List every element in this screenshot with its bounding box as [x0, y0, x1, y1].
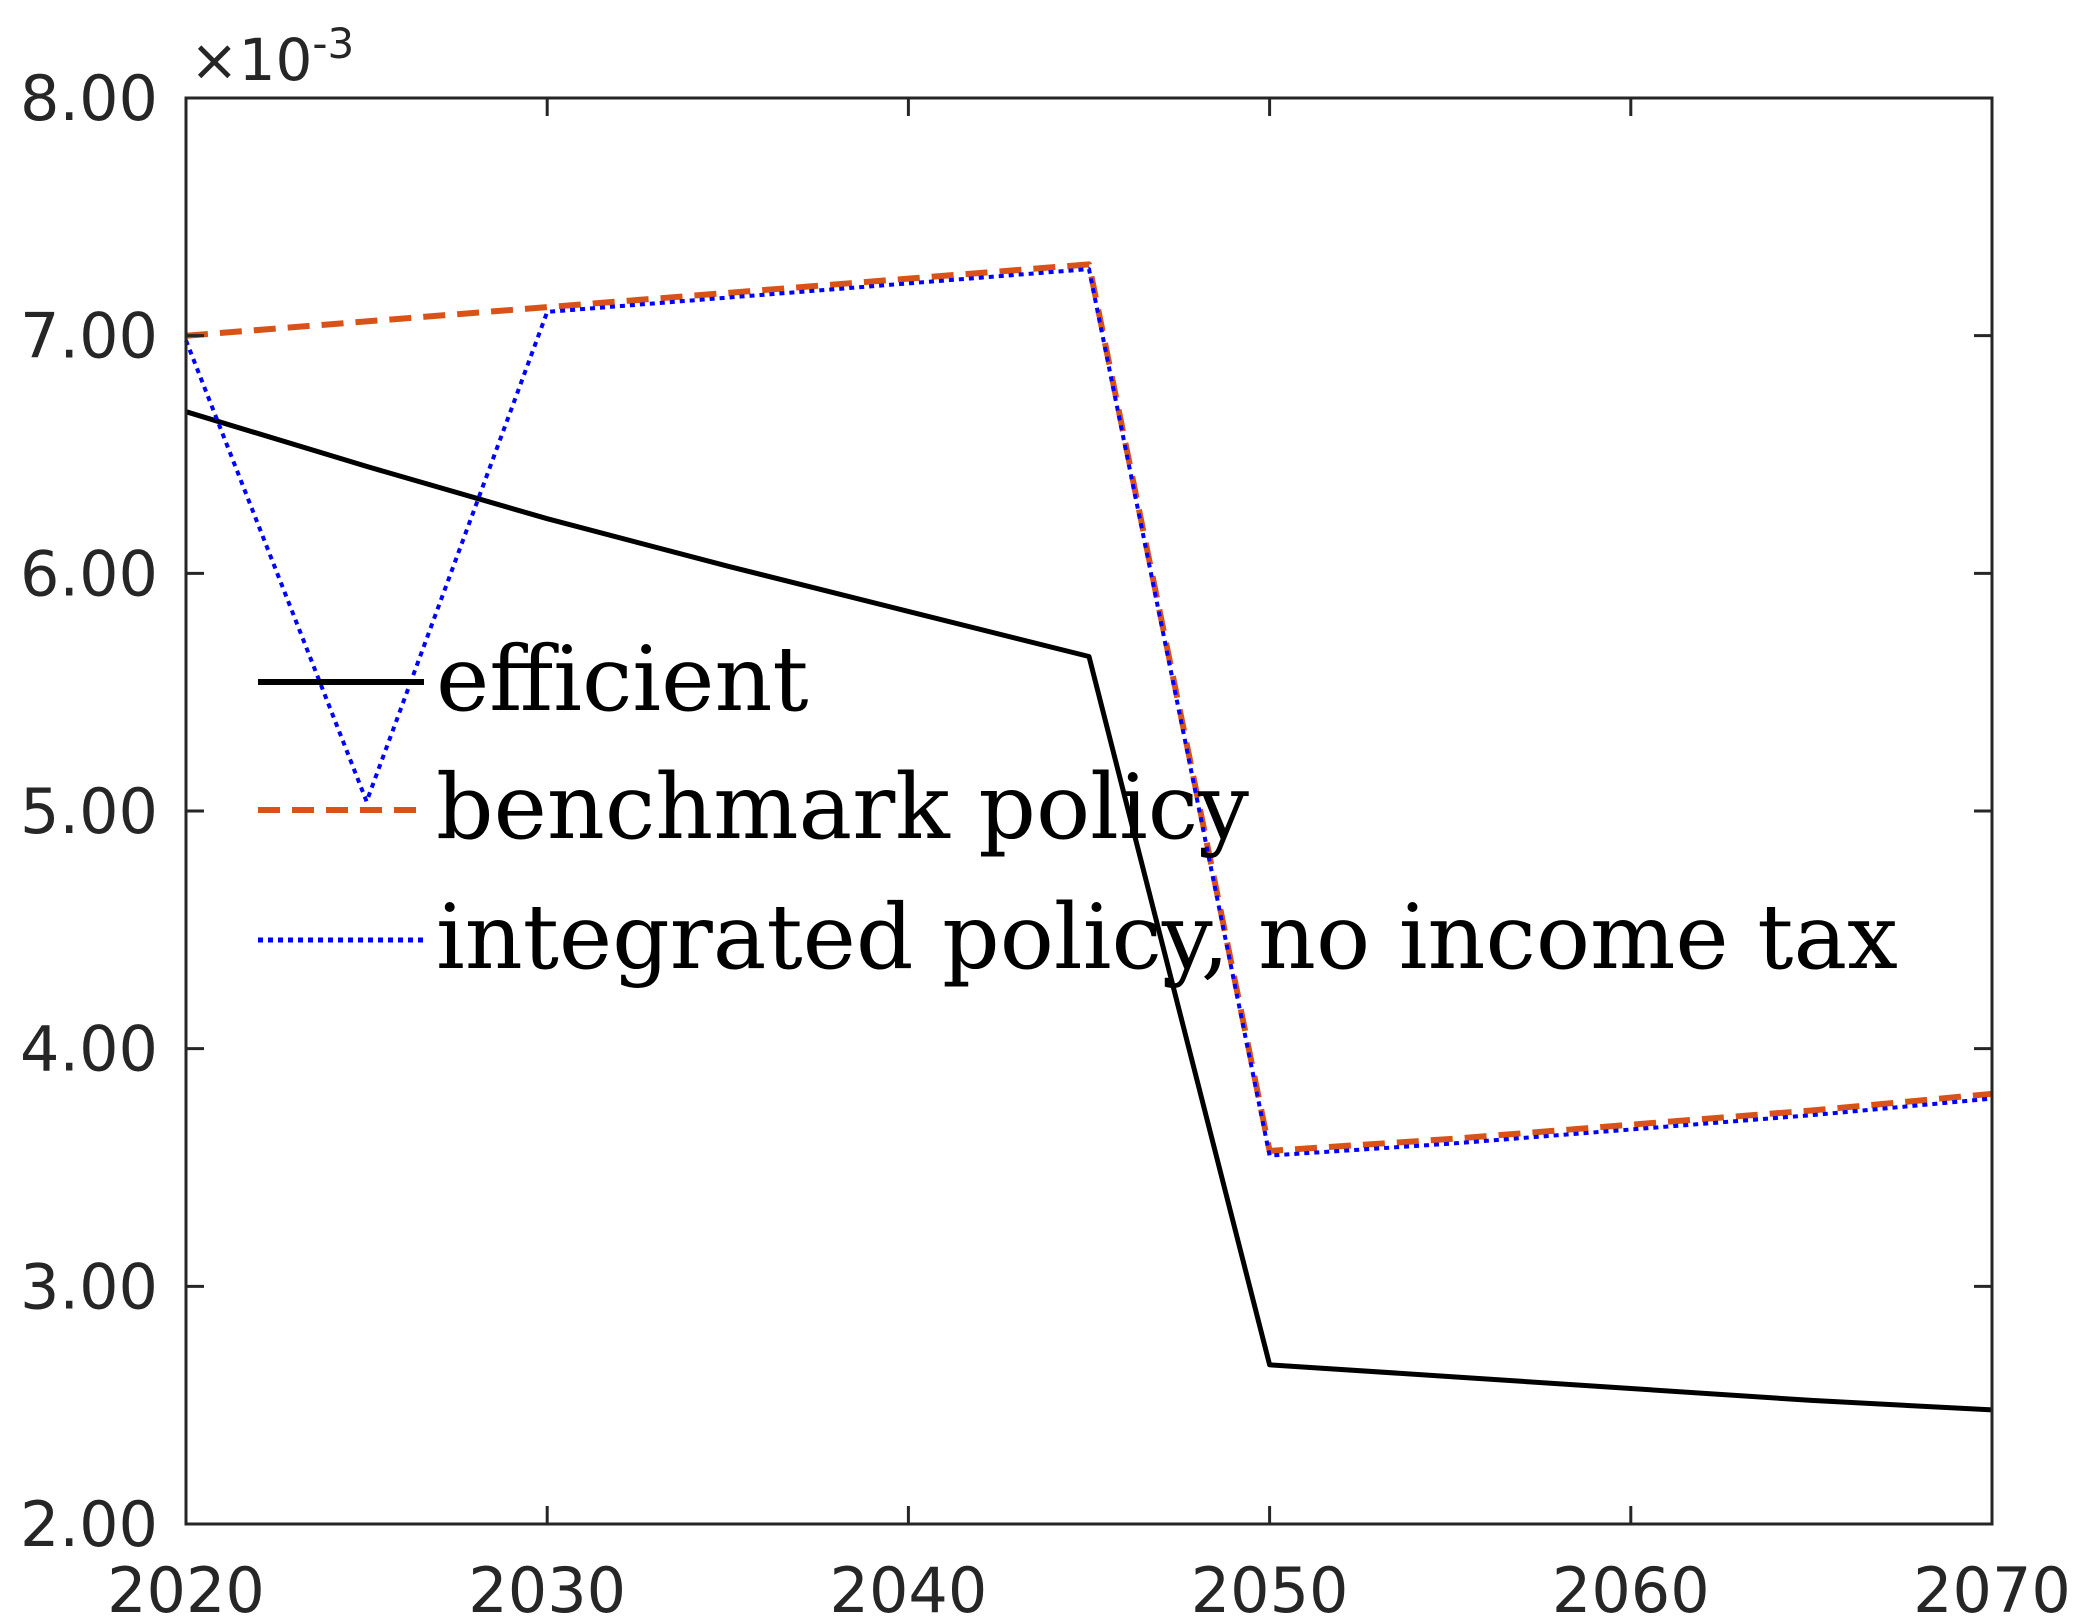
x-tick-label-2050: 2050: [1191, 1554, 1349, 1622]
series-line-1: [185, 261, 1993, 1154]
y-tick-label-8.00: 8.00: [20, 62, 158, 135]
y-tick-label-3.00: 3.00: [20, 1250, 158, 1323]
x-tick-label-2040: 2040: [830, 1554, 988, 1622]
x-tick-label-2020: 2020: [107, 1554, 265, 1622]
x-tick-label-2060: 2060: [1552, 1554, 1710, 1622]
x-tick-label-2070: 2070: [1913, 1554, 2071, 1622]
legend-label-efficient: efficient: [436, 627, 809, 732]
x-tick-labels: 2020 2030 2040 2050 2060 2070: [107, 1554, 2071, 1622]
tick-marks: [184, 96, 1994, 1526]
y-tick-labels: 2.00 3.00 4.00 5.00 6.00 7.00 8.00: [20, 62, 158, 1561]
series-line-0: [185, 409, 1993, 1413]
x-tick-label-2030: 2030: [468, 1554, 626, 1622]
legend-label-benchmark-policy: benchmark policy: [436, 755, 1249, 860]
y-tick-label-2.00: 2.00: [20, 1488, 158, 1561]
y-tick-label-5.00: 5.00: [20, 775, 158, 848]
series-line-2: [184, 267, 1993, 1158]
series-layer: [184, 261, 1993, 1413]
y-exponent-label: ×10-3: [190, 19, 354, 94]
y-tick-label-4.00: 4.00: [20, 1013, 158, 1086]
legend: efficient benchmark policy integrated po…: [258, 627, 1898, 990]
y-exponent-base: ×10: [190, 26, 312, 94]
y-tick-label-7.00: 7.00: [20, 300, 158, 373]
y-tick-label-6.00: 6.00: [20, 537, 158, 610]
y-exponent-power: -3: [312, 19, 354, 68]
legend-label-integrated-policy: integrated policy, no income tax: [436, 885, 1898, 990]
